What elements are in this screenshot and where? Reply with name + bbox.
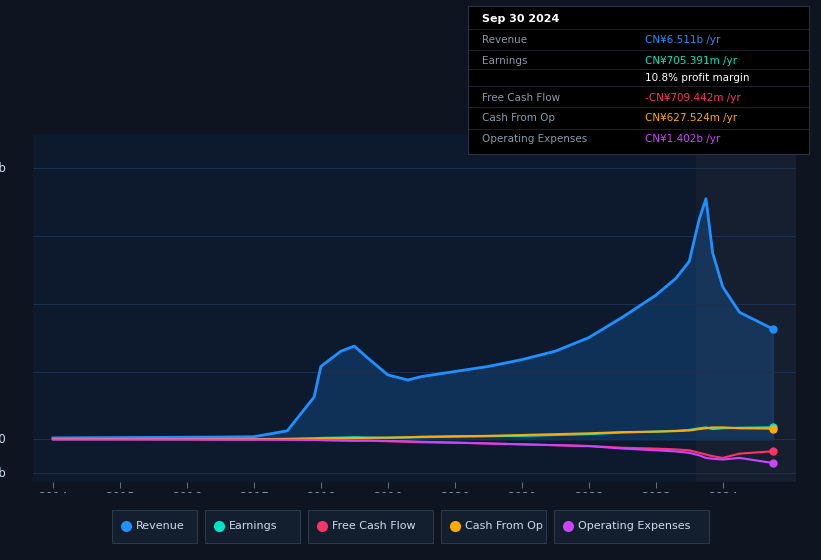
Text: CN¥0: CN¥0 <box>0 433 6 446</box>
Text: CN¥1.402b /yr: CN¥1.402b /yr <box>645 134 720 144</box>
Text: Cash From Op: Cash From Op <box>465 521 543 531</box>
Text: CN¥627.524m /yr: CN¥627.524m /yr <box>645 113 737 123</box>
Text: Earnings: Earnings <box>229 521 277 531</box>
Text: -CN¥2b: -CN¥2b <box>0 466 6 479</box>
Bar <box>696 134 796 482</box>
Text: CN¥16b: CN¥16b <box>0 162 6 175</box>
Bar <box>308 510 433 543</box>
Text: Cash From Op: Cash From Op <box>482 113 555 123</box>
Text: Operating Expenses: Operating Expenses <box>482 134 587 144</box>
Text: Free Cash Flow: Free Cash Flow <box>482 92 560 102</box>
Text: Revenue: Revenue <box>482 35 527 45</box>
Bar <box>205 510 300 543</box>
Bar <box>554 510 709 543</box>
Text: 10.8% profit margin: 10.8% profit margin <box>645 73 750 83</box>
Text: Earnings: Earnings <box>482 55 527 66</box>
Text: CN¥705.391m /yr: CN¥705.391m /yr <box>645 55 737 66</box>
Bar <box>441 510 546 543</box>
Text: Free Cash Flow: Free Cash Flow <box>332 521 415 531</box>
Text: CN¥6.511b /yr: CN¥6.511b /yr <box>645 35 721 45</box>
Text: -CN¥709.442m /yr: -CN¥709.442m /yr <box>645 92 741 102</box>
Text: Sep 30 2024: Sep 30 2024 <box>482 14 559 24</box>
Text: Operating Expenses: Operating Expenses <box>578 521 690 531</box>
Text: Revenue: Revenue <box>136 521 185 531</box>
Bar <box>112 510 197 543</box>
